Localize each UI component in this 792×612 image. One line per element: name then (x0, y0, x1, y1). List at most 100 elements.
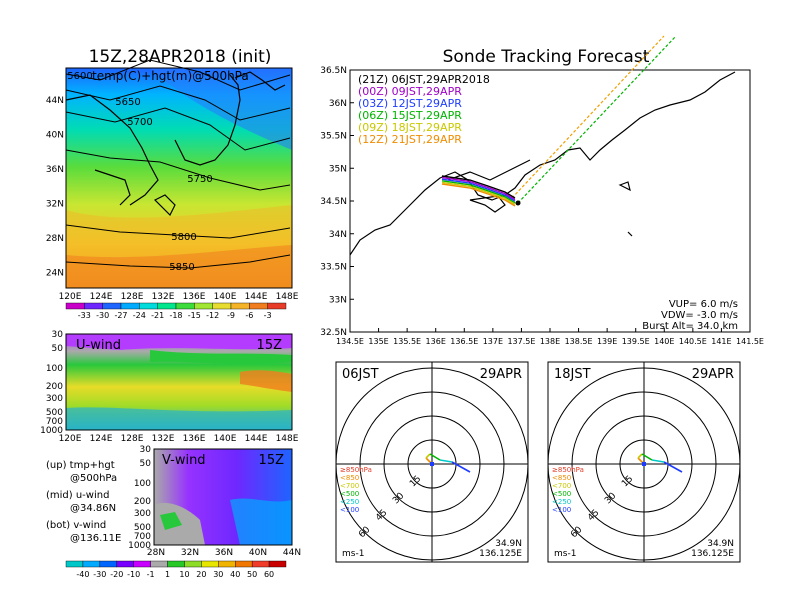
hodograph-trace (425, 453, 431, 459)
u-wind-jet-edge (150, 350, 292, 365)
legend-line: (mid) u-wind (46, 490, 109, 501)
hodograph-trace (663, 461, 683, 473)
lon-tick-label: 138E (540, 337, 560, 346)
lon-tick-label: 136E (183, 434, 206, 444)
map-lat-ticks: 44N 40N 36N 32N 28N 24N (46, 96, 64, 279)
pressure-tick-label: 1000 (40, 426, 63, 436)
u-wind-jet-core (240, 370, 292, 392)
hodograph-unit: ms-1 (554, 549, 576, 559)
contour-line (65, 224, 291, 239)
temperature-colorbar: -33 -30 -27 -24 -21 -18 -15 -12 -9 -6 -3 (65, 302, 287, 320)
colorbar-swatch (157, 302, 177, 310)
ascent-trajectory (511, 35, 665, 199)
legend-line: @136.11E (70, 533, 121, 544)
hodograph-lat: 34.9N (707, 539, 734, 549)
contour-label: 5800 (171, 232, 196, 243)
lon-tick-label: 141E (711, 337, 731, 346)
legend-entry: (00Z) 09JST,29APR (358, 85, 462, 98)
colorbar-swatch (120, 302, 140, 310)
lat-tick-label: 34N (329, 230, 347, 240)
colorbar-swatch (194, 302, 213, 310)
colorbar-swatch (235, 560, 253, 568)
colorbar-swatch (65, 560, 84, 568)
forecast-track (441, 176, 516, 201)
lon-tick-label: 120E (59, 434, 82, 444)
colorbar-swatch (84, 302, 103, 310)
colorbar-swatch (218, 560, 236, 568)
lat-tick-label: 44N (46, 96, 64, 106)
legend-entry: (06Z) 15JST,29APR (358, 109, 462, 122)
hot-band (66, 245, 292, 288)
level-legend: <500 (552, 490, 571, 498)
coastlines (65, 71, 286, 217)
geopotential-contours: 5600 5650 5700 5750 5800 5850 (65, 59, 291, 273)
lat-tick-label: 24N (46, 269, 64, 279)
pressure-tick-label: 100 (134, 479, 151, 489)
forecast-track (441, 181, 516, 206)
legend-entry: (12Z) 21JST,29APR (358, 133, 462, 146)
lon-tick-label: 132E (152, 434, 175, 444)
lon-tick-label: 136E (426, 337, 446, 346)
hodograph-time: 06JST (342, 367, 379, 382)
lat-tick-label: 36N (329, 99, 347, 109)
colorbar-label: -18 (169, 311, 182, 320)
lat-tick-label: 36N (215, 548, 233, 558)
lat-tick-label: 44N (283, 548, 301, 558)
lat-tick-label: 35.5N (320, 132, 347, 142)
colorbar-swatch (230, 302, 250, 310)
pressure-tick-label: 30 (140, 445, 152, 455)
colorbar-label: -9 (227, 311, 235, 320)
lon-tick-label: 137.5E (507, 337, 535, 346)
colorbar-swatch (139, 302, 158, 310)
level-legend: <850 (552, 474, 571, 482)
level-legend: <100 (552, 506, 571, 514)
colorbar-label: -12 (206, 311, 219, 320)
colorbar-swatch (82, 560, 101, 568)
colorbar-label: -40 (76, 570, 89, 579)
lon-tick-label: 138.5E (565, 337, 593, 346)
contour-label: 5650 (115, 97, 140, 108)
v-wind-green (160, 512, 182, 530)
level-legend: <850 (340, 474, 359, 482)
contour-label: 5600 (67, 71, 92, 82)
v-wind-label: V-wind (162, 453, 206, 468)
legend-line: (up) tmp+hgt (46, 460, 115, 471)
pressure-tick-label: 50 (140, 459, 152, 469)
lat-tick-label: 28N (46, 234, 64, 244)
tracking-map-panel: 36.5N 36N 35.5N 35N 34.5N 34N 33.5N 33N 32.5N 13… (320, 35, 764, 346)
colorbar-label: 1 (165, 570, 170, 579)
lat-tick-label: 28N (147, 548, 165, 558)
left-title: 15Z,28APR2018 (init) (89, 47, 272, 67)
contour-label: 5700 (127, 117, 152, 128)
level-legend: <250 (340, 498, 359, 506)
lon-tick-label: 132E (152, 292, 175, 302)
pressure-tick-label: 500 (46, 408, 63, 418)
lon-tick-label: 135.5E (393, 337, 421, 346)
colorbar-swatch (133, 560, 151, 568)
lon-tick-label: 128E (121, 434, 144, 444)
hodograph-time: 18JST (554, 367, 591, 382)
wind-colorbar: -40 -30 -20 -10 -1 1 10 20 30 40 50 60 (65, 560, 287, 579)
legend-line: @34.86N (70, 503, 116, 514)
u-wind-low-level (66, 407, 292, 430)
pressure-tick-label: 100 (46, 364, 63, 374)
lon-tick-label: 140E (214, 292, 237, 302)
hodograph-lon: 136.125E (691, 549, 734, 559)
lon-tick-label: 135E (368, 337, 388, 346)
hodograph-lat: 34.9N (495, 539, 522, 549)
pressure-tick-label: 500 (134, 523, 151, 533)
colorbar-label: -21 (151, 311, 164, 320)
lat-tick-label: 33N (329, 295, 347, 305)
level-legend: <700 (340, 482, 359, 490)
pressure-tick-label: 700 (46, 417, 63, 427)
forecast-track (441, 180, 516, 204)
legend-line: @500hPa (70, 473, 117, 484)
legend-entry: (21Z) 06JST,29APR2018 (358, 73, 490, 86)
lat-tick-label: 36.5N (320, 66, 347, 76)
right-title: Sonde Tracking Forecast (443, 47, 650, 67)
lat-tick-label: 32.5N (320, 328, 347, 338)
colorbar-swatch (65, 302, 85, 310)
